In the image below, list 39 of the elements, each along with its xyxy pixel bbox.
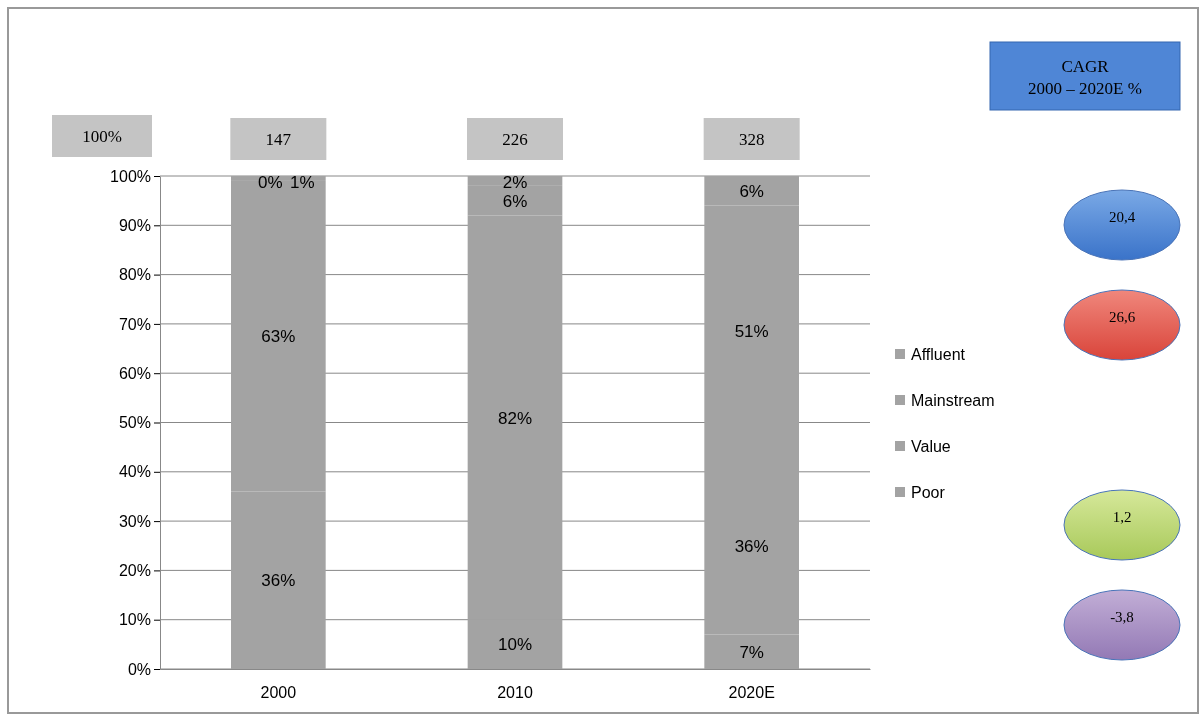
y-tick-label: 60% [118, 364, 151, 382]
text: 1,2 [1112, 509, 1132, 525]
y-tick-label: 90% [118, 216, 151, 234]
data-label: 63% [261, 327, 296, 347]
text: 20,4 [1108, 209, 1136, 225]
legend-label: Value [911, 438, 951, 455]
y-tick-label: 80% [118, 266, 151, 284]
y-tick-label: 10% [118, 611, 151, 629]
legend-label: Affluent [911, 346, 966, 363]
data-label: 10% [497, 635, 533, 655]
data-label: 7% [739, 642, 764, 662]
text: -3,8 [1110, 609, 1134, 625]
data-label: 2% [502, 173, 528, 192]
y-tick-label: 30% [118, 512, 151, 530]
text: 328 [738, 130, 765, 149]
legend-label: Poor [911, 484, 946, 501]
data-label: 1% [290, 173, 315, 192]
text: 26,6 [1108, 309, 1136, 325]
y-tick-label: 70% [118, 315, 151, 333]
y-tick-label: 0% [127, 660, 151, 678]
y-tick-label: 50% [118, 414, 151, 432]
x-tick-label: 2000 [260, 683, 297, 701]
data-label: 82% [497, 408, 533, 428]
data-label: 6% [739, 181, 764, 201]
x-tick-label: 2010 [497, 683, 533, 701]
y-tick-label: 20% [118, 562, 151, 580]
text: 226 [502, 130, 528, 149]
data-label: 51% [734, 322, 769, 342]
data-label: 36% [261, 571, 296, 591]
legend-label: Mainstream [911, 392, 995, 409]
y-tick-label: 100% [110, 167, 151, 185]
text: 147 [265, 130, 292, 149]
data-label: 0% [258, 173, 283, 192]
data-label: 6% [502, 191, 528, 211]
text: 100% [82, 127, 122, 146]
x-tick-label: 2020E [728, 683, 775, 701]
y-tick-label: 40% [118, 463, 151, 481]
text: CAGR 2000 – 2020E % [1028, 57, 1142, 98]
data-label: 36% [734, 536, 769, 556]
